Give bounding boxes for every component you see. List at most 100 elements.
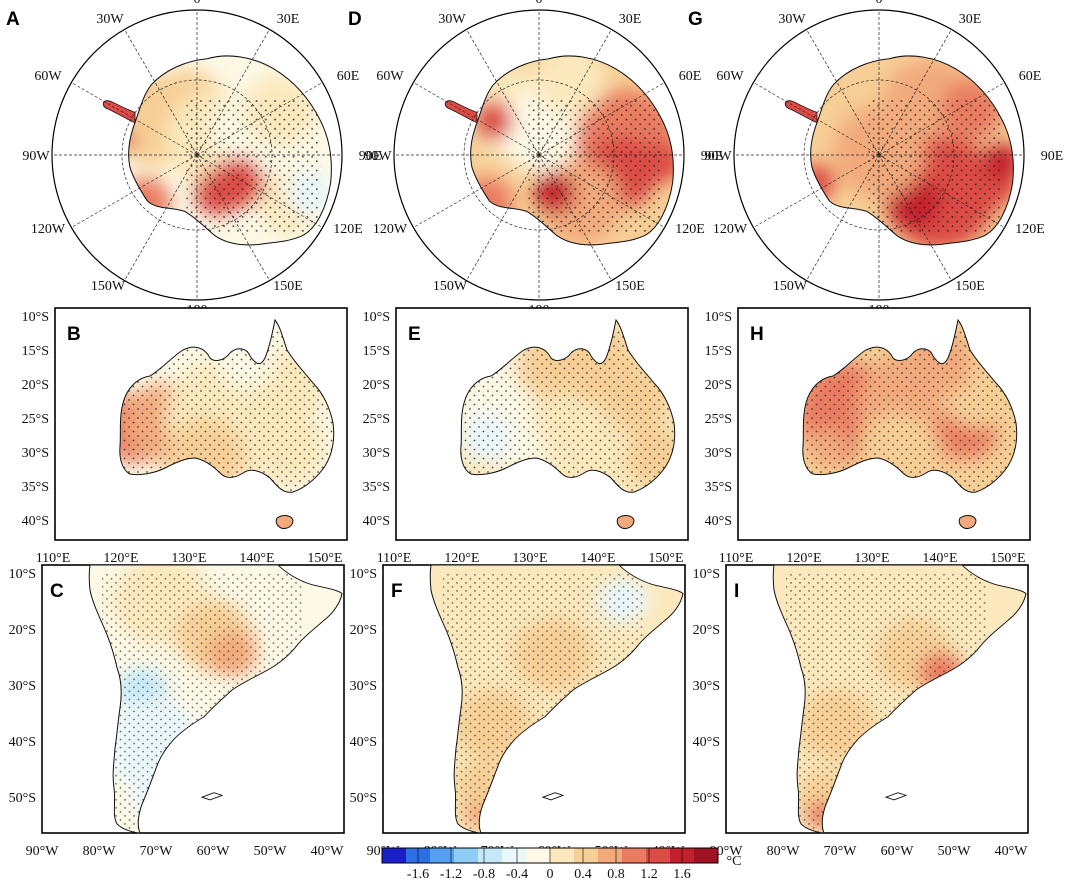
polar-label-r120: 120E xyxy=(675,222,705,237)
polar-label-l150: 150W xyxy=(433,279,468,294)
panel-f: 10°S20°S30°S40°S50°S90°W80°W70°W60°W50°W… xyxy=(350,564,686,859)
colorbar-swatch-0 xyxy=(382,848,407,863)
lon-tick-0: 110°E xyxy=(719,551,754,566)
lon-tick-4: 150°E xyxy=(307,551,342,566)
polar-label-l150: 150W xyxy=(773,279,808,294)
polar-label-l60: 60W xyxy=(716,69,744,84)
colorbar-tick-1: -1.2 xyxy=(440,867,462,882)
falklands xyxy=(884,792,908,801)
colorbar-tick-0: -1.6 xyxy=(407,867,429,882)
colorbar-swatch-2 xyxy=(430,848,455,863)
lon-tick-3: 140°E xyxy=(922,551,957,566)
lat-tick-0: 10°S xyxy=(22,310,49,325)
lon-tick-4: 150°E xyxy=(990,551,1025,566)
lon-tick-2: 130°E xyxy=(854,551,889,566)
lat-tick-4: 30°S xyxy=(363,446,390,461)
lat-tick-0: 10°S xyxy=(9,567,36,582)
panel-label-h: H xyxy=(750,324,764,345)
polar-label-l120: 120W xyxy=(713,222,748,237)
graticule xyxy=(394,10,684,300)
antarctica-continent xyxy=(784,55,1014,246)
lat-tick-4: 30°S xyxy=(705,446,732,461)
polar-label-l60: 60W xyxy=(376,69,404,84)
polar-label-r120: 120E xyxy=(1015,222,1045,237)
lon-tick-2: 130°E xyxy=(171,551,206,566)
polar-label-r30: 30E xyxy=(959,12,982,27)
lat-tick-6: 40°S xyxy=(705,514,732,529)
polar-label-right: 90E xyxy=(359,149,382,164)
colorbar-unit: °C xyxy=(727,854,742,869)
lon-tick-3: 60°W xyxy=(881,844,915,859)
polar-label-l30: 30W xyxy=(438,12,466,27)
panel-d: 018090W90E60W30W30E60E120W150W150E120ED xyxy=(348,0,723,318)
panel-label-b: B xyxy=(67,324,81,345)
polar-label-left: 90W xyxy=(364,149,392,164)
lat-tick-2: 20°S xyxy=(22,378,49,393)
lon-tick-3: 60°W xyxy=(197,844,231,859)
lat-tick-2: 30°S xyxy=(350,679,377,694)
lat-tick-5: 35°S xyxy=(22,480,49,495)
lat-tick-1: 20°S xyxy=(350,623,377,638)
lat-tick-6: 40°S xyxy=(363,514,390,529)
colorbar-swatch-9 xyxy=(598,848,623,863)
polar-label-r60: 60E xyxy=(679,69,702,84)
colorbar-swatch-10 xyxy=(622,848,647,863)
polar-label-r30: 30E xyxy=(277,12,300,27)
polar-label-left: 90W xyxy=(22,149,50,164)
tasmania xyxy=(958,515,977,529)
polar-label-r60: 60E xyxy=(1019,69,1042,84)
colorbar-swatch-4 xyxy=(478,848,503,863)
lon-tick-1: 120°E xyxy=(786,551,821,566)
polar-label-r30: 30E xyxy=(619,12,642,27)
lat-tick-3: 25°S xyxy=(363,412,390,427)
colorbar-swatch-3 xyxy=(454,848,479,863)
lat-tick-3: 40°S xyxy=(350,735,377,750)
panel-label-f: F xyxy=(391,581,403,602)
colorbar-swatch-7 xyxy=(550,848,575,863)
lat-tick-1: 20°S xyxy=(693,623,720,638)
polar-label-r150: 150E xyxy=(615,279,645,294)
polar-label-left: 90W xyxy=(704,149,732,164)
lat-tick-1: 15°S xyxy=(705,344,732,359)
colorbar-tick-2: -0.8 xyxy=(473,867,495,882)
colorbar-tick-3: -0.4 xyxy=(506,867,528,882)
falklands xyxy=(541,792,565,801)
lat-tick-2: 20°S xyxy=(705,378,732,393)
lat-tick-3: 40°S xyxy=(693,735,720,750)
lat-tick-5: 35°S xyxy=(363,480,390,495)
panel-g: 018090W90E60W30W30E60E120W150W150E120EG xyxy=(688,0,1063,318)
lat-tick-3: 40°S xyxy=(9,735,36,750)
lat-tick-1: 15°S xyxy=(363,344,390,359)
lon-tick-0: 110°E xyxy=(377,551,412,566)
lon-tick-3: 140°E xyxy=(580,551,615,566)
lon-tick-4: 50°W xyxy=(938,844,972,859)
panel-label-d: D xyxy=(348,9,362,30)
panel-e: 10°S 15°S 20°S 25°S 30°S 35°S 40°S 110°E 120°E 13… xyxy=(363,307,689,566)
colorbar-tick-7: 1.2 xyxy=(640,867,658,882)
colorbar-tick-8: 1.6 xyxy=(673,867,691,882)
colorbar-swatch-5 xyxy=(502,848,527,863)
lon-tick-2: 70°W xyxy=(824,844,858,859)
lon-tick-5: 40°W xyxy=(311,844,345,859)
panel-i: 10°S20°S30°S40°S50°S90°W 80°W 70°W 60°W 50°W… xyxy=(693,564,1029,859)
colorbar-swatch-6 xyxy=(526,848,551,863)
colorbar-swatch-11 xyxy=(646,848,671,863)
lat-tick-1: 15°S xyxy=(22,344,49,359)
panel-b: 10°S 15°S 20°S 25°S 30°S 35°S 40°S 110°E 120°E 13… xyxy=(22,307,348,566)
lon-tick-1: 120°E xyxy=(103,551,138,566)
falklands xyxy=(200,792,224,801)
lat-tick-4: 50°S xyxy=(693,791,720,806)
lon-tick-0: 90°W xyxy=(26,844,60,859)
lon-tick-4: 50°W xyxy=(254,844,288,859)
panel-label-g: G xyxy=(688,9,703,30)
lat-tick-5: 35°S xyxy=(705,480,732,495)
lon-tick-1: 80°W xyxy=(767,844,801,859)
polar-label-l150: 150W xyxy=(91,279,126,294)
polar-label-r150: 150E xyxy=(273,279,303,294)
lon-tick-0: 110°E xyxy=(36,551,71,566)
lat-tick-4: 30°S xyxy=(22,446,49,461)
lat-tick-3: 25°S xyxy=(705,412,732,427)
lat-tick-0: 10°S xyxy=(705,310,732,325)
polar-label-l120: 120W xyxy=(31,222,66,237)
